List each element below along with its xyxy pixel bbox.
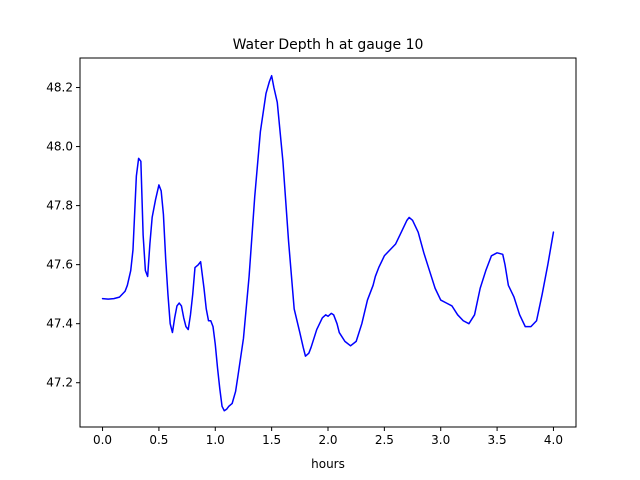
- x-tick-label: 3.0: [431, 433, 450, 447]
- x-tick-label: 2.0: [318, 433, 337, 447]
- x-tick-label: 3.5: [488, 433, 507, 447]
- y-axis: 47.2 47.4 47.6 47.8 48.0 48.2: [46, 81, 80, 390]
- x-tick-label: 0.0: [93, 433, 112, 447]
- chart-title: Water Depth h at gauge 10: [233, 37, 424, 53]
- x-tick-label: 4.0: [544, 433, 563, 447]
- y-tick-label: 48.0: [46, 140, 73, 154]
- y-tick-label: 47.4: [46, 317, 73, 331]
- x-axis: 0.0 0.5 1.0 1.5 2.0 2.5 3.0 3.5 4.0: [93, 427, 563, 447]
- y-tick-label: 47.6: [46, 258, 73, 272]
- x-tick-label: 1.0: [206, 433, 225, 447]
- plot-frame: [79, 57, 577, 428]
- x-tick-label: 1.5: [262, 433, 281, 447]
- x-axis-label: hours: [311, 457, 345, 471]
- x-tick-label: 0.5: [149, 433, 168, 447]
- x-tick-label: 2.5: [375, 433, 394, 447]
- plot-area: [101, 74, 555, 412]
- y-tick-label: 47.8: [46, 199, 73, 213]
- series-line-0: [101, 74, 555, 412]
- y-tick-label: 48.2: [46, 81, 73, 95]
- y-tick-label: 47.2: [46, 376, 73, 390]
